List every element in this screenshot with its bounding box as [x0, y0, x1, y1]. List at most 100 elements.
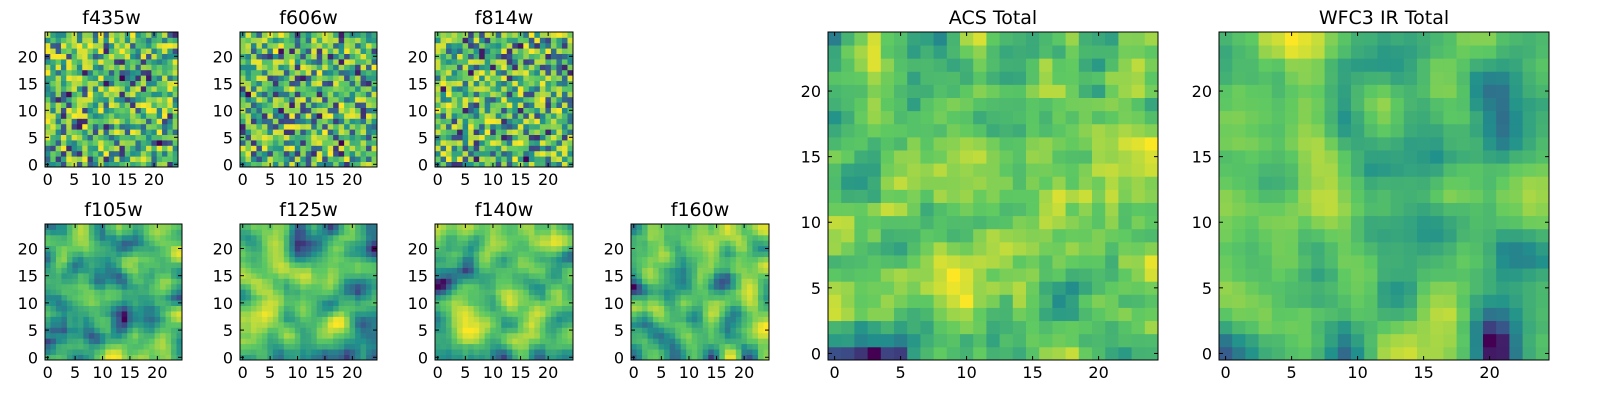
heatmap-cell — [495, 53, 502, 60]
heatmap-cell — [349, 64, 356, 71]
heatmap-cell — [495, 349, 502, 355]
heatmap-cell — [165, 338, 172, 345]
heatmap-cell — [135, 134, 142, 141]
heatmap-cell — [55, 305, 62, 312]
heatmap-cell — [278, 123, 285, 130]
heatmap-cell — [130, 140, 136, 146]
heatmap-cell — [121, 343, 128, 350]
heatmap-cell — [539, 69, 546, 76]
heatmap-cell — [360, 289, 367, 296]
heatmap-cell — [556, 69, 563, 76]
heatmap-cell — [517, 300, 524, 306]
heatmap-cell — [143, 278, 150, 285]
heatmap-cell — [371, 69, 378, 76]
heatmap-cell — [446, 245, 452, 252]
heatmap-cell — [83, 262, 90, 268]
heatmap-cell — [933, 281, 948, 295]
heatmap-cell — [631, 332, 637, 339]
heatmap-cell — [468, 129, 475, 135]
heatmap-cell — [1039, 307, 1053, 322]
heatmap-cell — [757, 354, 764, 361]
heatmap-cell — [371, 311, 378, 317]
heatmap-cell — [92, 69, 99, 76]
heatmap-cell — [349, 53, 356, 60]
heatmap-cell — [907, 215, 921, 230]
heatmap-cell — [517, 140, 524, 146]
heatmap-cell — [88, 343, 95, 350]
heatmap-cell — [322, 102, 329, 108]
heatmap-cell — [517, 349, 524, 355]
heatmap-cell — [99, 332, 106, 339]
heatmap-cell — [355, 156, 361, 162]
heatmap-cell — [278, 42, 285, 49]
heatmap-cell — [135, 96, 142, 103]
heatmap-cell — [349, 283, 356, 290]
heatmap-cell — [713, 327, 720, 334]
heatmap-cell — [272, 80, 279, 87]
heatmap-cell — [686, 321, 693, 328]
heatmap-cell — [462, 150, 469, 157]
heatmap-cell — [1065, 333, 1080, 348]
heatmap-cell — [719, 251, 726, 258]
heatmap-cell — [550, 80, 557, 87]
heatmap-cell — [338, 161, 345, 168]
heatmap-cell — [289, 32, 296, 38]
heatmap-cell — [435, 234, 441, 241]
heatmap-cell — [267, 80, 274, 87]
heatmap-cell — [132, 343, 139, 350]
heatmap-cell — [327, 102, 334, 108]
heatmap-cell — [167, 123, 174, 130]
heatmap-cell — [534, 256, 541, 263]
heatmap-cell — [735, 289, 742, 296]
heatmap-cell — [561, 59, 568, 65]
heatmap-cell — [523, 32, 530, 38]
heatmap-cell — [451, 37, 458, 44]
heatmap-cell — [490, 69, 497, 76]
heatmap-cell — [311, 267, 318, 274]
heatmap-cell — [490, 118, 497, 125]
heatmap-cell — [250, 229, 257, 236]
heatmap-cell — [256, 349, 263, 355]
heatmap-cell — [344, 327, 350, 334]
heatmap-cell — [752, 354, 759, 361]
heatmap-cell — [854, 281, 868, 295]
heatmap-cell — [528, 75, 535, 81]
heatmap-cell — [642, 229, 648, 236]
heatmap-cell — [457, 316, 463, 323]
heatmap-cell — [311, 161, 318, 168]
heatmap-cell — [512, 316, 519, 323]
heatmap-cell — [138, 316, 145, 323]
heatmap-cell — [261, 354, 268, 361]
heatmap-cell — [294, 102, 301, 108]
heatmap-cell — [105, 316, 112, 323]
heatmap-cell — [366, 91, 372, 98]
heatmap-cell — [300, 102, 307, 108]
heatmap-cell — [457, 256, 463, 263]
y-tick-label: 20 — [604, 239, 624, 258]
heatmap-cell — [556, 311, 563, 317]
heatmap-cell — [338, 294, 345, 301]
heatmap-cell — [724, 311, 731, 317]
heatmap-cell — [545, 102, 552, 108]
heatmap-cell — [462, 229, 469, 236]
heatmap-cell — [338, 86, 345, 92]
heatmap-cell — [473, 272, 480, 279]
heatmap-cell — [631, 305, 637, 312]
heatmap-cell — [506, 240, 513, 247]
heatmap-cell — [446, 91, 452, 98]
heatmap-cell — [316, 37, 323, 44]
heatmap-cell — [355, 123, 361, 130]
heatmap-cell — [642, 294, 648, 301]
heatmap-cell — [539, 64, 546, 71]
heatmap-cell — [435, 69, 441, 76]
heatmap-cell — [1012, 202, 1027, 217]
heatmap-cell — [60, 107, 67, 114]
heatmap-cell — [1118, 163, 1132, 177]
heatmap-cell — [327, 75, 334, 81]
heatmap-cell — [556, 150, 563, 157]
heatmap-cell — [167, 69, 174, 76]
heatmap-cell — [146, 145, 152, 152]
heatmap-cell — [501, 32, 508, 38]
heatmap-cell — [45, 156, 51, 162]
